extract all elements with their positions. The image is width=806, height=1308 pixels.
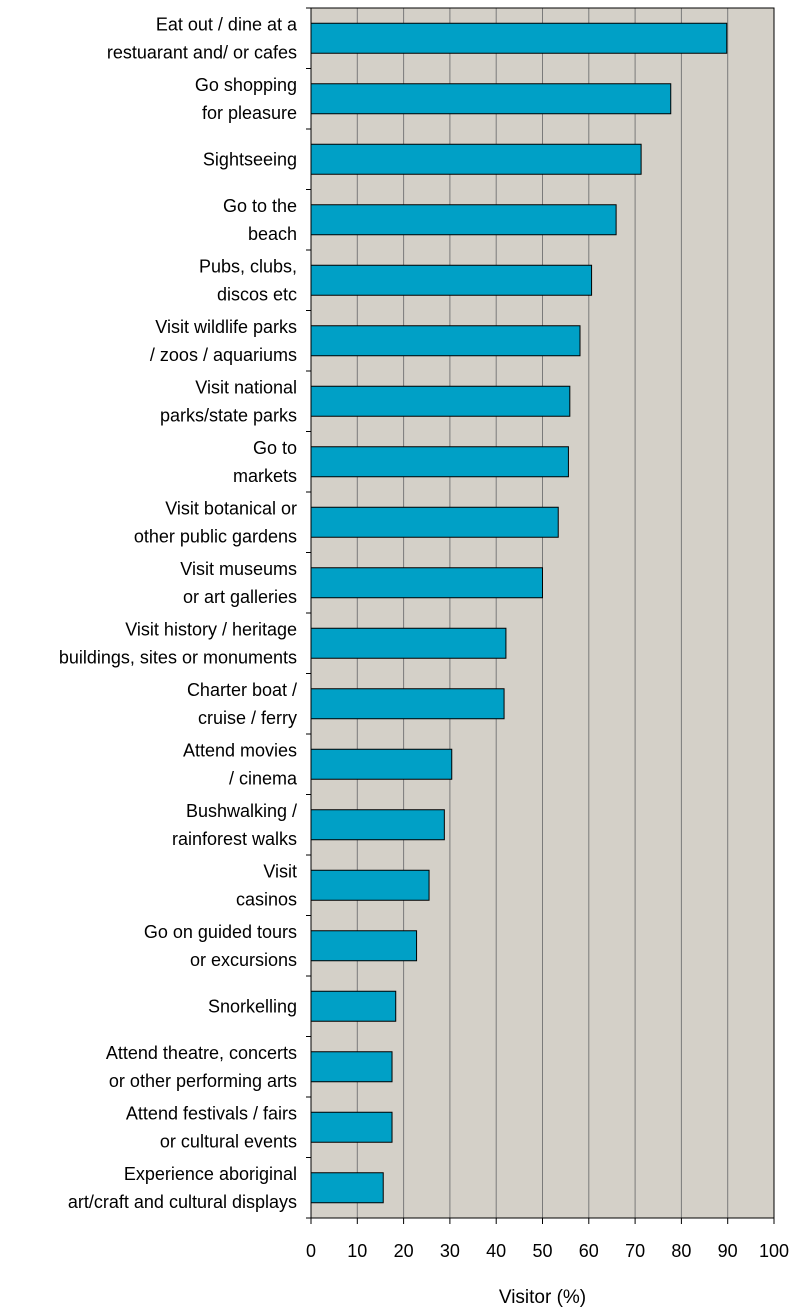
bar-4 [310, 204, 617, 236]
bar-1 [310, 22, 728, 54]
x-tick-label-30: 30 [440, 1241, 460, 1261]
bar-10 [310, 567, 543, 599]
category-label-3: Sightseeing [203, 149, 297, 169]
bar-14 [310, 809, 445, 841]
category-label-15: Visit casinos [236, 861, 297, 909]
bar-17 [310, 990, 397, 1022]
category-label-6: Visit wildlife parks / zoos / aquariums [150, 317, 297, 365]
category-label-7: Visit national parks/state parks [160, 377, 297, 425]
bar-2 [310, 83, 672, 115]
bar-7 [310, 385, 571, 417]
bar-3 [310, 143, 642, 175]
x-tick-label-80: 80 [671, 1241, 691, 1261]
bar-19 [310, 1111, 393, 1143]
x-tick-label-60: 60 [579, 1241, 599, 1261]
x-tick-labels: 0 10 20 30 40 50 60 70 80 90 100 [306, 1241, 789, 1261]
category-label-2: Go shopping for pleasure [195, 75, 297, 123]
category-label-9: Visit botanical or other public gardens [134, 498, 297, 546]
bar-8 [310, 446, 569, 478]
x-axis-title: Visitor (%) [499, 1287, 586, 1308]
x-tick-label-90: 90 [718, 1241, 738, 1261]
bar-16 [310, 930, 418, 962]
bar-6 [310, 325, 581, 357]
x-tick-label-40: 40 [486, 1241, 506, 1261]
category-label-14: Bushwalking / rainforest walks [172, 801, 297, 849]
category-label-4: Go to the beach [223, 196, 297, 244]
x-tick-label-70: 70 [625, 1241, 645, 1261]
bar-11 [310, 627, 507, 659]
x-tick-label-50: 50 [532, 1241, 552, 1261]
x-tick-label-20: 20 [394, 1241, 414, 1261]
x-tick-label-100: 100 [759, 1241, 789, 1261]
category-labels: Eat out / dine at a restuarant and/ or ca… [59, 14, 298, 1212]
category-label-10: Visit museums or art galleries [180, 559, 297, 607]
category-label-11: Visit history / heritage buildings, sites… [59, 619, 297, 667]
bars [310, 22, 728, 1204]
axes [306, 7, 775, 1224]
category-label-1: Eat out / dine at a restuarant and/ or ca… [107, 14, 298, 62]
category-label-20: Experience aboriginal art/craft and cultu… [68, 1164, 297, 1212]
x-tick-label-10: 10 [347, 1241, 367, 1261]
bar-20 [310, 1172, 384, 1204]
category-label-17: Snorkelling [208, 996, 297, 1016]
category-label-12: Charter boat / cruise / ferry [187, 680, 297, 728]
category-label-5: Pubs, clubs, discos etc [199, 256, 297, 304]
category-label-19: Attend festivals / fairs or cultural even… [126, 1103, 297, 1151]
x-tick-label-0: 0 [306, 1241, 316, 1261]
bar-5 [310, 264, 593, 296]
bar-12 [310, 688, 505, 720]
bar-9 [310, 506, 559, 538]
bar-13 [310, 748, 453, 780]
category-label-8: Go to markets [233, 438, 297, 486]
category-label-16: Go on guided tours or excursions [144, 922, 297, 970]
category-label-18: Attend theatre, concerts or other perform… [106, 1043, 297, 1091]
category-label-13: Attend movies / cinema [183, 740, 298, 788]
bar-18 [310, 1051, 393, 1083]
bar-15 [310, 869, 430, 901]
